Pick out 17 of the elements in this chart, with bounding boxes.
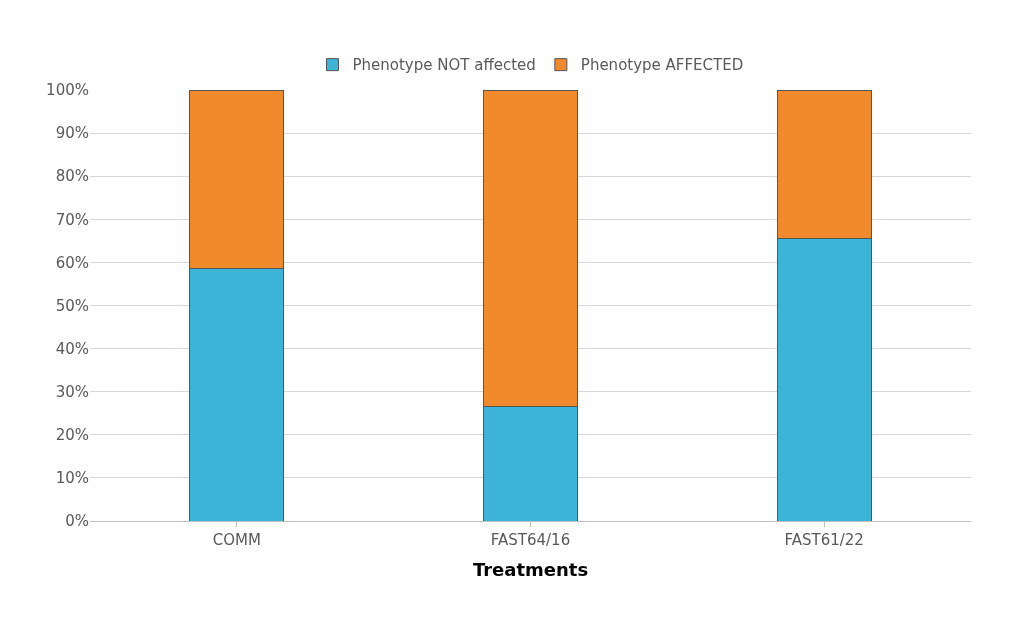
y-tick-label: 0% bbox=[65, 512, 89, 531]
y-tick-label: 70% bbox=[55, 210, 89, 229]
y-tick-label: 30% bbox=[55, 382, 89, 401]
y-tick-label: 60% bbox=[55, 253, 89, 272]
y-tick-label: 90% bbox=[55, 124, 89, 143]
y-tick-label: 10% bbox=[55, 469, 89, 488]
x-tick-label: FAST61/22 bbox=[784, 531, 864, 549]
x-axis-title: Treatments bbox=[472, 559, 589, 581]
y-tick-label: 20% bbox=[55, 426, 89, 445]
y-tick-label: 50% bbox=[55, 296, 89, 315]
y-tick-label: 80% bbox=[55, 167, 89, 186]
legend-label: Phenotype AFFECTED bbox=[580, 56, 744, 75]
y-tick-label: 100% bbox=[46, 81, 89, 100]
x-tick-label: FAST64/16 bbox=[490, 531, 571, 549]
x-tick-label: COMM bbox=[212, 531, 261, 549]
legend-label: Phenotype NOT affected bbox=[352, 56, 536, 75]
y-tick-label: 40% bbox=[55, 339, 89, 358]
